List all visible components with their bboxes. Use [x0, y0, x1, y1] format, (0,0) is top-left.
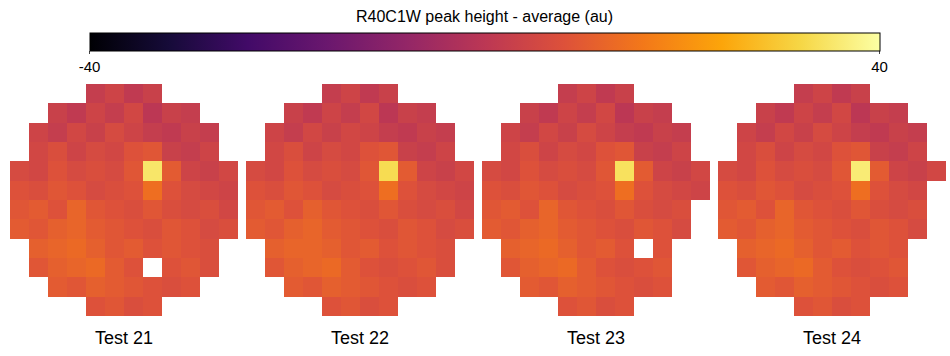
- svg-text:Test 24: Test 24: [803, 328, 861, 348]
- svg-text:40: 40: [871, 58, 888, 75]
- svg-text:-40: -40: [79, 58, 101, 75]
- svg-text:Test 23: Test 23: [567, 328, 625, 348]
- svg-text:Test 22: Test 22: [331, 328, 389, 348]
- svg-text:Test 21: Test 21: [95, 328, 153, 348]
- svg-text:R40C1W peak height - average (: R40C1W peak height - average (au): [356, 8, 613, 25]
